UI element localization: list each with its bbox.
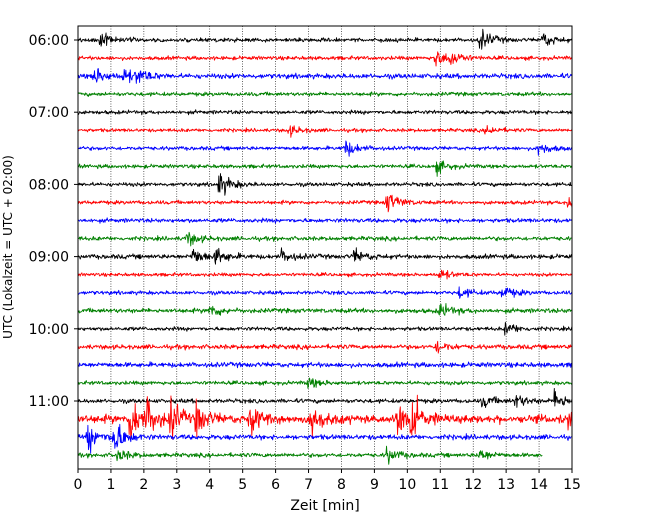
x-tick-label: 1: [106, 477, 115, 493]
x-tick-label: 10: [398, 477, 416, 493]
trace-0600: [77, 28, 573, 50]
trace-0715: [77, 124, 573, 138]
trace-1145: [77, 445, 543, 465]
trace-1130: [77, 423, 572, 454]
trace-1115: [77, 394, 573, 440]
trace-1015: [77, 340, 573, 354]
trace-0730: [77, 140, 573, 157]
x-tick-label: 2: [139, 477, 148, 493]
y-axis-label: UTC (Lokalzeit = UTC + 02:00): [1, 155, 15, 339]
x-tick-label: 5: [238, 477, 247, 493]
trace-0830: [77, 217, 573, 224]
trace-1000: [77, 321, 573, 336]
trace-0930: [77, 286, 573, 299]
y-tick-label: 09:00: [29, 250, 69, 266]
x-axis-label: Zeit [min]: [290, 498, 359, 514]
x-tick-label: 6: [271, 477, 280, 493]
y-tick-label: 11:00: [29, 394, 69, 410]
trace-0800: [77, 173, 573, 196]
x-tick-label: 13: [497, 477, 515, 493]
x-tick-label: 14: [530, 477, 548, 493]
trace-0645: [77, 91, 572, 97]
y-tick-label: 08:00: [29, 177, 69, 193]
trace-0615: [77, 51, 573, 67]
trace-0630: [77, 68, 573, 84]
x-tick-label: 7: [304, 477, 313, 493]
x-tick-label: 8: [337, 477, 346, 493]
y-tick-label: 06:00: [29, 33, 69, 49]
trace-0745: [77, 160, 573, 177]
y-tick-label: 07:00: [29, 105, 69, 121]
trace-1045: [77, 377, 573, 389]
trace-0945: [77, 303, 573, 316]
plot-frame: [77, 25, 573, 470]
x-tick-label: 15: [563, 477, 581, 493]
trace-0700: [77, 109, 573, 116]
x-tick-label: 3: [172, 477, 181, 493]
trace-1030: [77, 361, 573, 369]
trace-0815: [77, 194, 573, 213]
x-tick-label: 11: [431, 477, 449, 493]
trace-0845: [77, 231, 572, 247]
x-tick-label: 9: [370, 477, 379, 493]
trace-0915: [77, 269, 572, 280]
trace-1100: [77, 387, 573, 409]
trace-0900: [77, 247, 573, 265]
x-tick-label: 12: [464, 477, 482, 493]
y-tick-label: 10:00: [29, 322, 69, 338]
x-tick-label: 4: [205, 477, 214, 493]
x-tick-label: 0: [74, 477, 83, 493]
